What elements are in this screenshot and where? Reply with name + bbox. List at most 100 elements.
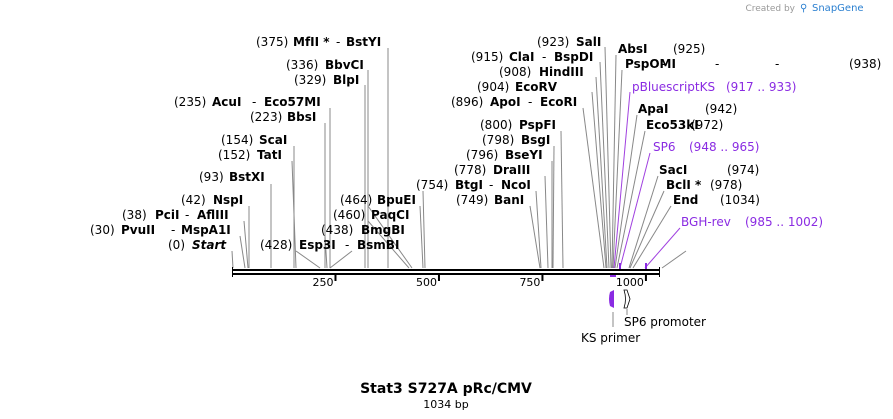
site-position: (93): [199, 170, 224, 184]
site-position: (778): [454, 163, 486, 177]
site-position: (1034): [720, 193, 760, 207]
map-length: 1034 bp: [423, 398, 468, 411]
enzyme-label: AflIII: [197, 208, 229, 222]
site-position: (749): [456, 193, 488, 207]
enzyme-label: ApaI: [638, 102, 668, 116]
enzyme-label: NspI: [213, 193, 243, 207]
separator: -: [252, 95, 256, 109]
enzyme-label: AbsI: [618, 42, 647, 56]
site-position: (798): [482, 133, 514, 147]
enzyme-label: Esp3I: [299, 238, 336, 252]
primer-range: (917 .. 933): [726, 80, 796, 94]
primer-mark-sp6: [619, 263, 621, 269]
site-position: (0): [168, 238, 185, 252]
ruler-tick: [437, 275, 440, 281]
ruler-tick-label: 250: [312, 276, 333, 289]
feature-label: KS primer: [581, 331, 640, 345]
enzyme-label: MspA1I: [181, 223, 231, 237]
separator: -: [715, 57, 719, 71]
site-position: (438): [321, 223, 353, 237]
site-position: (428): [260, 238, 292, 252]
site-position: (42): [181, 193, 206, 207]
site-position: (460): [333, 208, 365, 222]
enzyme-label: MfII *: [293, 35, 330, 49]
enzyme-label: BseYI: [505, 148, 543, 162]
site-position: (915): [471, 50, 503, 64]
credit-prefix: Created by: [745, 4, 795, 14]
separator: -: [185, 208, 189, 222]
primer-range: (985 .. 1002): [745, 215, 823, 229]
site-position: (896): [451, 95, 483, 109]
enzyme-label: BsmBI: [357, 238, 399, 252]
enzyme-label: BstYI: [346, 35, 381, 49]
site-position: (904): [477, 80, 509, 94]
site-position: (152): [218, 148, 250, 162]
site-position: (30): [90, 223, 115, 237]
enzyme-label: PaqCI: [371, 208, 409, 222]
enzyme-label: PspFI: [519, 118, 556, 132]
site-position: (336): [286, 58, 318, 72]
enzyme-label: ApoI: [490, 95, 521, 109]
enzyme-label: AcuI: [212, 95, 241, 109]
enzyme-label: ClaI: [509, 50, 534, 64]
site-position: (923): [537, 35, 569, 49]
site-position: (154): [221, 133, 253, 147]
separator: -: [775, 57, 779, 71]
enzyme-label: SacI: [659, 163, 687, 177]
enzyme-label: Eco57MI: [264, 95, 321, 109]
primer-mark-ks: [610, 275, 616, 277]
enzyme-label: PciI: [155, 208, 180, 222]
separator: -: [171, 223, 175, 237]
feature-label: SP6 promoter: [624, 315, 706, 329]
separator: -: [661, 57, 665, 71]
enzyme-label: BlpI: [333, 73, 359, 87]
primer-labels: pBluescriptKS (917 .. 933) SP6 (948 .. 9…: [632, 80, 823, 229]
separator: -: [336, 35, 340, 49]
enzyme-label: BanI: [494, 193, 524, 207]
credit-brand: SnapGene: [812, 3, 864, 14]
enzyme-label: PspOMI: [625, 57, 676, 71]
enzyme-label: BclI *: [666, 178, 702, 192]
separator: -: [489, 178, 493, 192]
site-position: (329): [294, 73, 326, 87]
primer-label: SP6: [653, 140, 676, 154]
enzyme-label: NcoI: [501, 178, 531, 192]
start-label: Start: [192, 238, 227, 252]
site-position: (38): [122, 208, 147, 222]
enzyme-label: SalI: [576, 35, 601, 49]
feature-ks-primer: KS primer: [581, 290, 640, 345]
ruler-tick: [334, 275, 337, 281]
separator: -: [542, 50, 546, 64]
snapgene-logo: ⚲: [800, 3, 807, 14]
site-position: (908): [499, 65, 531, 79]
ks-primer-shape: [609, 290, 614, 308]
ruler-tick: [644, 275, 647, 281]
enzyme-label: BspDI: [554, 50, 593, 64]
enzyme-label: End: [673, 193, 698, 207]
site-position: (978): [710, 178, 742, 192]
site-position: (754): [416, 178, 448, 192]
site-position: (235): [174, 95, 206, 109]
separator: -: [345, 238, 349, 252]
separator: -: [528, 95, 532, 109]
primer-marks: [610, 263, 647, 277]
primer-range: (948 .. 965): [689, 140, 759, 154]
site-position: (375): [256, 35, 288, 49]
site-position: (942): [705, 102, 737, 116]
ruler-tick-label: 1000: [616, 276, 644, 289]
enzyme-label: PvuII: [121, 223, 155, 237]
site-position: (974): [727, 163, 759, 177]
enzyme-label: TatI: [257, 148, 282, 162]
enzyme-label: BbvCI: [325, 58, 364, 72]
map-title: Stat3 S727A pRc/CMV: [360, 381, 532, 397]
enzyme-label: EcoRI: [540, 95, 577, 109]
sp6-promoter-shape: [623, 289, 631, 309]
ruler-tick-label: 750: [519, 276, 540, 289]
enzyme-label: HindIII: [539, 65, 584, 79]
ruler-tick-label: 500: [416, 276, 437, 289]
enzyme-label: BpuEI: [377, 193, 416, 207]
enzyme-labels: (375) MfII * - BstYI (336) BbvCI (329) B…: [90, 35, 881, 252]
ruler: 250 500 750 1000: [312, 275, 647, 289]
enzyme-label: BtgI: [455, 178, 483, 192]
